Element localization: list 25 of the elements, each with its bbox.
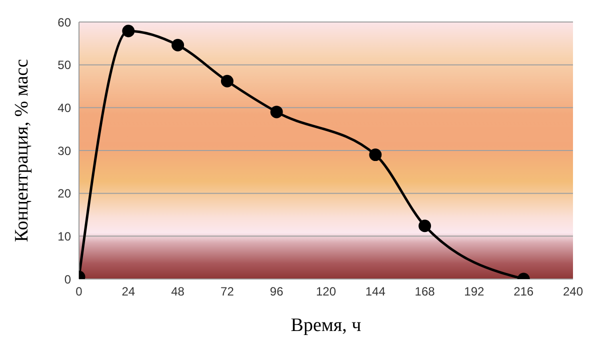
x-tick-label: 144 bbox=[365, 284, 386, 299]
y-tick-label: 30 bbox=[58, 144, 72, 158]
y-tick-label: 60 bbox=[58, 15, 72, 30]
x-tick-label: 192 bbox=[464, 284, 485, 299]
x-tick-label: 240 bbox=[562, 284, 584, 299]
x-tick-label: 48 bbox=[171, 284, 185, 299]
point bbox=[172, 38, 184, 52]
point bbox=[270, 106, 283, 118]
x-tick-label: 72 bbox=[220, 284, 234, 299]
y-axis-title: Концентрация, % масс bbox=[12, 59, 33, 242]
point bbox=[122, 24, 135, 38]
x-tick-label: 120 bbox=[316, 284, 336, 299]
x-tick-label: 96 bbox=[270, 284, 284, 299]
y-tick-label: 0 bbox=[64, 272, 72, 286]
x-axis-title: Время, ч bbox=[290, 315, 362, 336]
y-tick-label: 10 bbox=[58, 229, 72, 244]
x-tick-label: 0 bbox=[76, 284, 83, 299]
y-tick-label: 50 bbox=[58, 58, 72, 72]
x-tick-label: 168 bbox=[414, 284, 436, 299]
point bbox=[220, 74, 234, 88]
point bbox=[369, 148, 382, 162]
x-tick-label: 216 bbox=[514, 284, 534, 299]
y-tick-label: 40 bbox=[58, 100, 72, 115]
y-tick-label: 20 bbox=[58, 186, 72, 201]
x-tick-label: 24 bbox=[122, 284, 136, 299]
